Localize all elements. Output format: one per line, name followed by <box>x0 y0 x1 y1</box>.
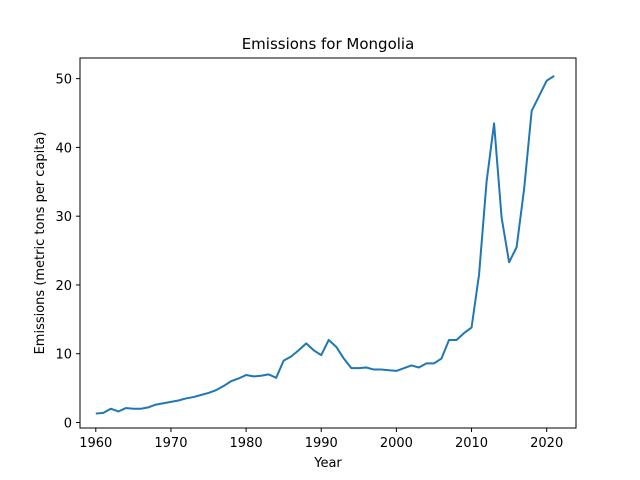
plot-frame <box>79 57 577 429</box>
y-tick-label: 10 <box>55 348 72 363</box>
x-tick-label: 1980 <box>230 436 263 451</box>
plot-area <box>95 75 555 415</box>
y-tick-label: 0 <box>64 416 72 431</box>
y-axis-label: Emissions (metric tons per capita) <box>33 132 48 355</box>
x-tick-label: 2000 <box>380 436 413 451</box>
x-tick-label: 1960 <box>79 436 112 451</box>
y-axis: 0 10 20 30 40 50 <box>55 73 80 431</box>
x-tick-label: 2010 <box>455 436 488 451</box>
x-tick-label: 1970 <box>154 436 187 451</box>
x-tick-label: 1990 <box>305 436 338 451</box>
y-tick-label: 50 <box>55 73 72 88</box>
x-axis-label: Year <box>313 456 342 471</box>
y-tick-label: 40 <box>55 141 72 156</box>
series-line-0 <box>95 75 555 415</box>
y-tick-label: 30 <box>55 210 72 225</box>
x-tick-label: 2020 <box>530 436 563 451</box>
x-axis: 1960 1970 1980 1990 2000 2010 2020 <box>79 428 563 451</box>
y-tick-label: 20 <box>55 279 72 294</box>
chart-title: Emissions for Mongolia <box>242 35 415 53</box>
